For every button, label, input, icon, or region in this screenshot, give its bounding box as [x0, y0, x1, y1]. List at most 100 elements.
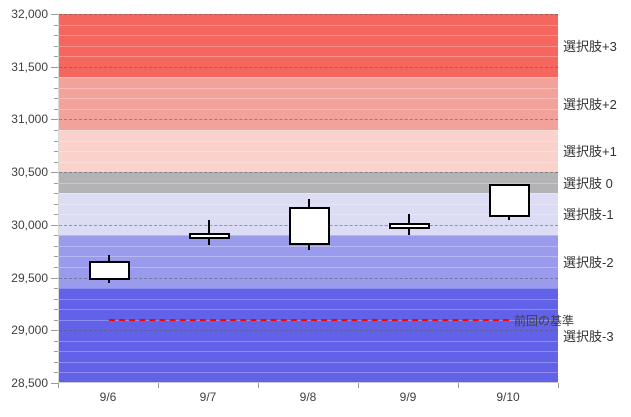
minor-gridline [59, 340, 558, 342]
candle-body-9/10 [489, 183, 530, 218]
y-axis-tick [54, 351, 58, 353]
price-band-選択肢0 [59, 172, 558, 194]
y-axis-tick [54, 182, 58, 184]
x-axis-tick [358, 383, 359, 388]
major-gridline [59, 330, 558, 332]
y-axis-tick [51, 119, 58, 121]
major-gridline [59, 172, 558, 174]
y-axis-tick [54, 298, 58, 300]
y-axis-tick [54, 361, 58, 363]
y-axis-tick [54, 193, 58, 195]
y-axis-tick [54, 140, 58, 142]
x-axis-label-9/7: 9/7 [199, 390, 217, 404]
x-axis-label-9/6: 9/6 [99, 390, 117, 404]
minor-gridline [59, 108, 558, 110]
y-axis-label: 30,500 [11, 165, 48, 180]
minor-gridline [59, 309, 558, 311]
minor-gridline [59, 298, 558, 300]
x-axis-tick [558, 383, 559, 388]
minor-gridline [59, 151, 558, 153]
x-axis-label-9/8: 9/8 [299, 390, 317, 404]
minor-gridline [59, 256, 558, 258]
y-axis-tick [51, 172, 58, 174]
minor-gridline [59, 351, 558, 353]
x-axis-label-9/9: 9/9 [399, 390, 417, 404]
minor-gridline [59, 267, 558, 269]
y-axis-tick [51, 14, 58, 15]
price-band-選択肢+1 [59, 129, 558, 173]
y-axis-tick [54, 129, 58, 131]
minor-gridline [59, 87, 558, 89]
minor-gridline [59, 98, 558, 100]
major-gridline [59, 14, 558, 15]
minor-gridline [59, 140, 558, 142]
candle-body-9/7 [189, 233, 230, 239]
y-axis-tick [51, 330, 58, 332]
y-axis-label: 32,000 [11, 7, 48, 21]
candle-body-9/6 [89, 260, 130, 280]
y-axis-label: 30,000 [11, 217, 48, 232]
candle-wick-9/7 [208, 219, 210, 245]
y-axis-tick [54, 24, 58, 26]
y-axis-tick [54, 56, 58, 58]
y-axis-tick [54, 77, 58, 79]
band-label-選択肢0: 選択肢 0 [563, 175, 613, 191]
y-axis-tick [54, 98, 58, 100]
y-axis-tick [54, 214, 58, 216]
y-axis-tick [54, 151, 58, 153]
y-axis-tick [54, 203, 58, 205]
minor-gridline [59, 193, 558, 195]
y-axis-tick [54, 87, 58, 89]
y-axis-tick [54, 340, 58, 342]
y-axis-tick [54, 319, 58, 321]
band-label-選択肢-2: 選択肢-2 [563, 254, 614, 270]
x-axis-tick [158, 383, 159, 388]
minor-gridline [59, 129, 558, 131]
y-axis-label: 28,500 [11, 376, 48, 390]
minor-gridline [59, 361, 558, 363]
minor-gridline [59, 77, 558, 79]
y-axis-tick [51, 277, 58, 279]
y-axis-label: 31,500 [11, 59, 48, 74]
band-label-選択肢+2: 選択肢+2 [563, 96, 617, 112]
plot-area [58, 14, 558, 383]
y-axis-tick [54, 245, 58, 247]
minor-gridline [59, 372, 558, 374]
y-axis-label: 29,500 [11, 270, 48, 285]
y-axis-tick [54, 372, 58, 374]
band-label-選択肢-1: 選択肢-1 [563, 207, 614, 223]
band-label-選択肢+1: 選択肢+1 [563, 144, 617, 160]
minor-gridline [59, 56, 558, 58]
previous-baseline-label: 前回の基準 [514, 313, 575, 328]
y-axis-tick [54, 256, 58, 258]
y-axis-tick [54, 267, 58, 269]
y-axis-tick [54, 45, 58, 47]
y-axis-label: 31,000 [11, 112, 48, 127]
y-axis-tick [54, 288, 58, 290]
y-axis-tick [51, 224, 58, 226]
y-axis-tick [54, 161, 58, 163]
minor-gridline [59, 24, 558, 26]
minor-gridline [59, 182, 558, 184]
minor-gridline [59, 288, 558, 290]
y-axis-tick [51, 66, 58, 68]
x-axis-tick [258, 383, 259, 388]
price-band-選択肢+2 [59, 77, 558, 130]
y-axis-label: 29,000 [11, 323, 48, 338]
x-axis-tick [458, 383, 459, 388]
x-axis-tick [58, 383, 59, 388]
y-axis-tick [54, 108, 58, 110]
major-gridline [59, 119, 558, 121]
candle-body-9/9 [389, 222, 430, 230]
y-axis-tick [54, 235, 58, 237]
band-label-選択肢-3: 選択肢-3 [563, 328, 614, 344]
y-axis-tick [54, 35, 58, 37]
minor-gridline [59, 45, 558, 47]
candle-body-9/8 [289, 206, 330, 245]
y-axis-tick [51, 383, 58, 384]
x-axis-label-9/10: 9/10 [496, 390, 520, 404]
previous-baseline-line [109, 318, 509, 321]
major-gridline [59, 277, 558, 279]
major-gridline [59, 66, 558, 68]
